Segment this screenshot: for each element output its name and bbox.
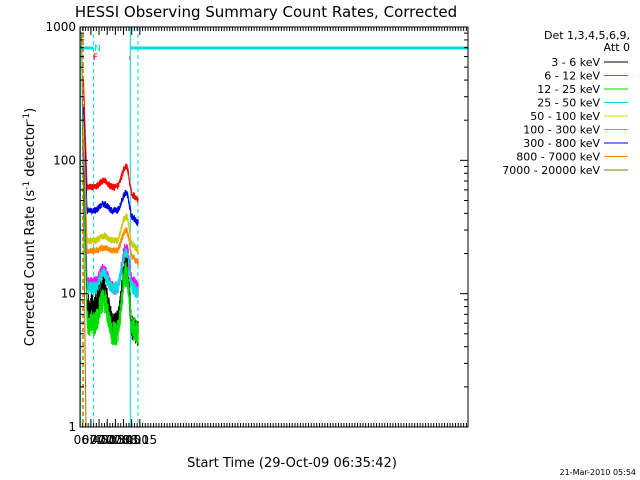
- legend-label: 12 - 25 keV: [537, 83, 600, 96]
- series-line-orange: [83, 139, 139, 266]
- series-line-cyan: [83, 160, 139, 299]
- x-tick-label: 07:15: [90, 433, 125, 447]
- y-tick-label: 1: [68, 420, 76, 434]
- y-tick-label: 1000: [45, 20, 76, 34]
- y-axis-label: Corrected Count Rate (s-1 detector-1): [22, 108, 38, 346]
- plot-frame: [79, 26, 469, 428]
- legend-header-line1: Det 1,3,4,5,6,9,: [544, 29, 630, 42]
- series-line-yellow: [83, 125, 139, 254]
- legend-label: 50 - 100 keV: [530, 110, 600, 123]
- legend-label: 800 - 7000 keV: [516, 151, 600, 164]
- x-tick-label: 07:00: [82, 433, 117, 447]
- y-axis-label-part1: Corrected Count Rate (s: [23, 190, 38, 347]
- plot-area: NF: [80, 27, 468, 428]
- y-tick-label: 10: [61, 287, 76, 301]
- y-axis: 1 10 100 1000: [45, 20, 468, 434]
- y-axis-label-sup1: -1: [22, 181, 32, 190]
- series-line-green: [83, 175, 139, 347]
- y-axis-label-sup2: -1: [22, 113, 32, 122]
- legend-label: 7000 - 20000 keV: [502, 164, 600, 177]
- generation-timestamp: 21-Mar-2010 05:54: [560, 468, 637, 477]
- y-tick-label: 100: [53, 153, 76, 167]
- chart-title: HESSI Observing Summary Count Rates, Cor…: [75, 3, 457, 21]
- x-tick-label: 07:45: [106, 433, 141, 447]
- night-label: N: [94, 44, 101, 54]
- legend-label: 25 - 50 keV: [537, 97, 600, 110]
- flare-label: F: [93, 53, 98, 63]
- y-axis-label-part3: ): [23, 108, 38, 113]
- y-axis-label-part2: detector: [23, 121, 38, 181]
- legend-label: 6 - 12 keV: [544, 70, 600, 83]
- series-line-blue: [83, 107, 139, 226]
- series-line-red: [83, 80, 139, 203]
- x-axis-label: Start Time (29-Oct-09 06:35:42): [187, 456, 397, 471]
- x-tick-label: 08:00: [114, 433, 149, 447]
- x-tick-label: 08:15: [123, 433, 158, 447]
- legend-label: 100 - 300 keV: [523, 124, 600, 137]
- legend-label: 3 - 6 keV: [551, 56, 600, 69]
- x-tick-label: 06:45: [74, 433, 109, 447]
- x-tick-label: 07:30: [98, 433, 133, 447]
- legend-label: 300 - 800 keV: [523, 137, 600, 150]
- legend-header-line2: Att 0: [604, 41, 630, 54]
